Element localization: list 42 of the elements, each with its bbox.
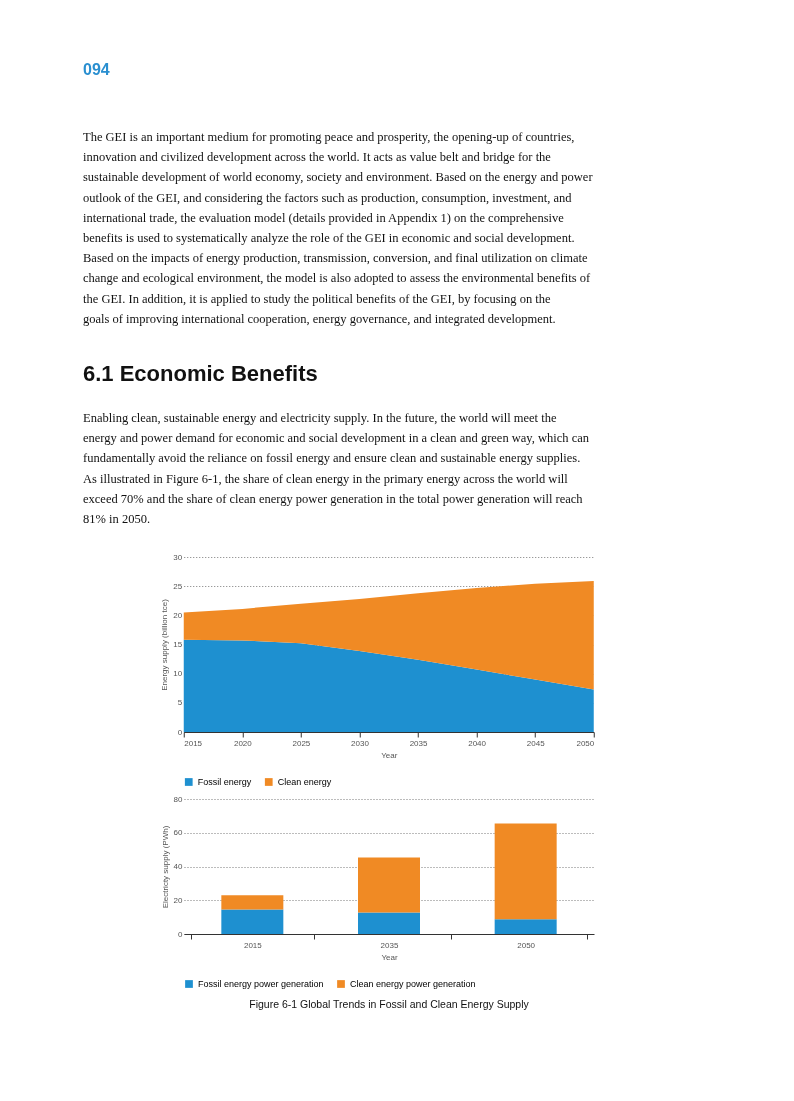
bar — [358, 912, 420, 934]
y-tick-label: 40 — [173, 862, 184, 871]
text: Enabling clean, sustainable energy and electricity supply. In the future, the world will meet the energy and power demand for economic and social development in a clean and green way, which can fundamentally avoid the reliance on fossil energy and ensure clean and sustainable energy supplies. As illustrated in Figure 6-1, the share of clean energy in the primary energy across the world will exceed 70% and the share of clean energy power generation in the total power generation will reach 81% in 2050. — [83, 411, 590, 526]
x-tick-label: 2040 — [468, 738, 487, 748]
x-tick-label: 2045 — [526, 738, 546, 748]
y-tick-label: 0 — [177, 727, 183, 737]
y-tick-label: 30 — [173, 552, 183, 562]
x-tick-label: 2050 — [517, 940, 536, 950]
x-tick-label: 2015 — [243, 940, 263, 950]
bar — [221, 909, 284, 934]
y-tick-label: 0 — [178, 929, 184, 939]
text: The GEI is an important medium for promoting peace and prosperity, the opening-up of countries, innovation and civilized development across the world. It acts as value belt and bridge for the sustainable development of world economy, society and environment. Based on the energy and power outlook of the GEI, and considering the factors such as production, consumption, investment, and international trade, the evaluation model (details provided in Appendix 1) on the comprehensive benefits is used to systematically analyze the role of the GEI in economic and social development. Based on the impacts of energy production, transmission, conversion, and final utilization on climate change and ecological environment, the model is also adopted to assess the environmental benefits of the GEI. In addition, it is applied to study the political benefits of the GEI, by focusing on the goals of improving international cooperation, energy governance, and integrated development. — [83, 130, 593, 326]
text: 094 — [83, 61, 110, 78]
y-tick-label: 15 — [173, 640, 183, 649]
x-tick-label: 2050 — [576, 738, 595, 748]
y-tick-label: 60 — [173, 828, 184, 838]
bar — [494, 919, 557, 934]
y-tick-label: 10 — [173, 669, 183, 679]
bar — [358, 857, 420, 913]
bar — [494, 823, 557, 920]
y-tick-label: 20 — [173, 895, 184, 905]
x-tick-label: 2015 — [184, 738, 203, 748]
legend-label: Clean energy — [277, 777, 332, 787]
x-tick-label: 2030 — [351, 738, 370, 748]
x-axis-title: Year — [381, 750, 398, 760]
legend-label: Clean energy power generation — [350, 979, 476, 989]
y-tick-label: 25 — [173, 581, 183, 591]
y-axis-title: Energy supply (billion tce) — [160, 598, 170, 691]
bar — [221, 895, 284, 910]
y-tick-label: 80 — [173, 794, 184, 804]
x-tick-label: 2020 — [233, 738, 253, 748]
y-axis-title: Electricty supply (PWh) — [160, 825, 170, 909]
y-tick-label: 20 — [173, 610, 183, 620]
legend-label: Fossil energy power generation — [198, 979, 324, 989]
x-tick-label: 2025 — [292, 738, 311, 748]
x-tick-label: 2035 — [380, 940, 399, 950]
legend-label: Fossil energy — [197, 777, 252, 787]
caption: Figure 6-1 Global Trends in Fossil and Clean Energy Supply — [249, 998, 530, 1010]
chart-title: 6.1 Economic Benefits — [83, 361, 318, 386]
x-axis-title: Year — [381, 952, 398, 962]
x-tick-label: 2035 — [409, 738, 428, 748]
y-tick-label: 5 — [177, 698, 183, 708]
